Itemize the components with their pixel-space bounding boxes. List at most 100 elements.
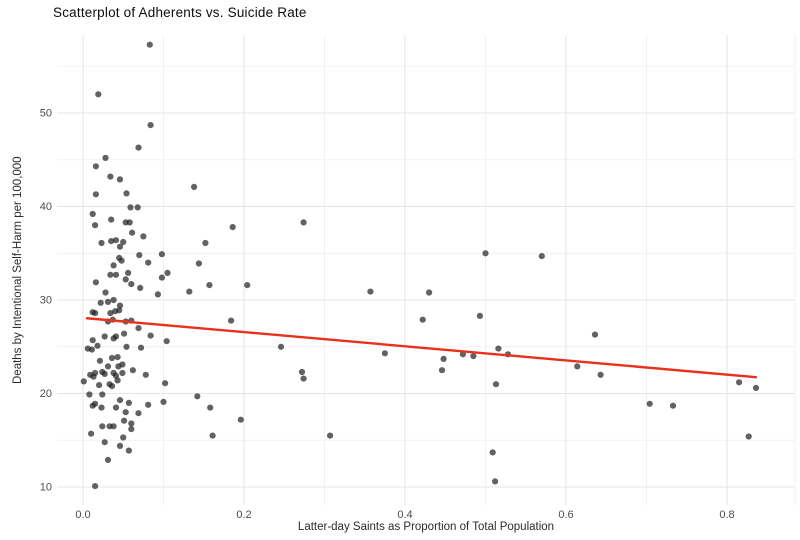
data-point: [99, 391, 106, 398]
x-tick-label: 0.4: [397, 509, 412, 521]
y-tick-label: 20: [40, 388, 52, 400]
data-point: [122, 409, 129, 416]
data-point: [495, 345, 502, 352]
data-point: [116, 302, 124, 309]
data-point: [277, 343, 285, 350]
data-point: [108, 238, 115, 245]
y-tick-label: 10: [40, 482, 52, 494]
data-point: [128, 426, 135, 433]
data-point: [90, 373, 97, 380]
x-tick-label: 0.2: [236, 509, 251, 521]
data-point: [115, 363, 122, 370]
data-point: [94, 342, 101, 349]
data-point: [237, 416, 244, 423]
y-tick-labels: 10 20 30 40 50: [40, 107, 52, 493]
data-point: [101, 370, 108, 377]
data-points: [80, 41, 760, 490]
data-point: [482, 250, 489, 257]
data-point: [459, 351, 466, 358]
data-point: [136, 252, 143, 259]
data-point: [142, 371, 149, 378]
chart-title: Scatterplot of Adherents vs. Suicide Rat…: [53, 5, 307, 20]
data-point: [646, 400, 653, 407]
data-point: [92, 483, 99, 490]
data-point: [98, 239, 105, 247]
data-point: [114, 354, 121, 361]
data-point: [137, 344, 145, 351]
data-point: [492, 478, 499, 485]
data-point: [300, 375, 307, 382]
data-point: [158, 251, 165, 258]
data-point: [116, 307, 123, 314]
data-point: [108, 354, 116, 362]
data-point: [116, 442, 124, 449]
x-tick-label: 0.0: [75, 509, 90, 521]
data-point: [101, 333, 108, 340]
data-point: [128, 420, 135, 427]
data-point: [327, 432, 334, 439]
data-point: [112, 404, 120, 411]
data-point: [206, 282, 213, 289]
data-point: [92, 163, 99, 170]
x-tick-label: 0.6: [558, 509, 573, 521]
data-point: [492, 381, 500, 388]
data-point: [108, 216, 115, 223]
data-point: [110, 262, 117, 269]
data-point: [114, 377, 121, 384]
data-point: [107, 310, 114, 317]
data-point: [126, 219, 133, 226]
trend-line: [85, 317, 758, 379]
x-tick-labels: 0.0 0.2 0.4 0.6 0.8: [75, 509, 734, 521]
y-tick-label: 50: [40, 107, 52, 119]
data-point: [110, 296, 117, 304]
data-point: [194, 393, 201, 400]
data-point: [162, 380, 169, 387]
data-point: [146, 41, 153, 48]
data-point: [98, 404, 105, 411]
data-point: [163, 338, 170, 345]
data-point: [119, 369, 126, 377]
data-point: [116, 397, 124, 404]
data-point: [244, 282, 251, 289]
data-point: [367, 288, 374, 295]
data-point: [112, 237, 120, 244]
data-point: [125, 269, 132, 276]
data-point: [186, 288, 193, 295]
data-point: [134, 204, 141, 211]
data-point: [92, 279, 99, 286]
data-point: [140, 233, 147, 240]
data-point: [120, 434, 127, 441]
data-point: [125, 399, 132, 406]
data-point: [123, 343, 130, 350]
data-point: [160, 398, 167, 405]
data-point: [127, 204, 134, 211]
data-point: [489, 449, 496, 456]
x-axis-label: Latter-day Saints as Proportion of Total…: [297, 521, 555, 533]
data-point: [202, 239, 209, 247]
data-point: [118, 257, 125, 264]
data-point: [121, 330, 128, 337]
data-point: [137, 284, 144, 291]
data-point: [164, 269, 171, 276]
data-point: [145, 401, 152, 408]
data-point: [476, 312, 483, 319]
data-point: [300, 219, 307, 226]
data-point: [191, 183, 198, 190]
data-point: [80, 378, 87, 385]
data-point: [108, 383, 116, 390]
data-point: [104, 298, 112, 305]
data-point: [154, 291, 161, 298]
data-point: [426, 289, 433, 296]
data-point: [381, 350, 388, 357]
data-point: [86, 391, 93, 398]
data-point: [228, 317, 235, 324]
data-point: [104, 363, 112, 370]
data-point: [736, 379, 743, 386]
data-point: [121, 417, 128, 424]
data-point: [298, 368, 306, 376]
data-point: [102, 289, 109, 296]
data-point: [129, 229, 136, 236]
data-point: [89, 337, 96, 344]
data-point: [574, 363, 581, 370]
data-point: [116, 176, 124, 183]
